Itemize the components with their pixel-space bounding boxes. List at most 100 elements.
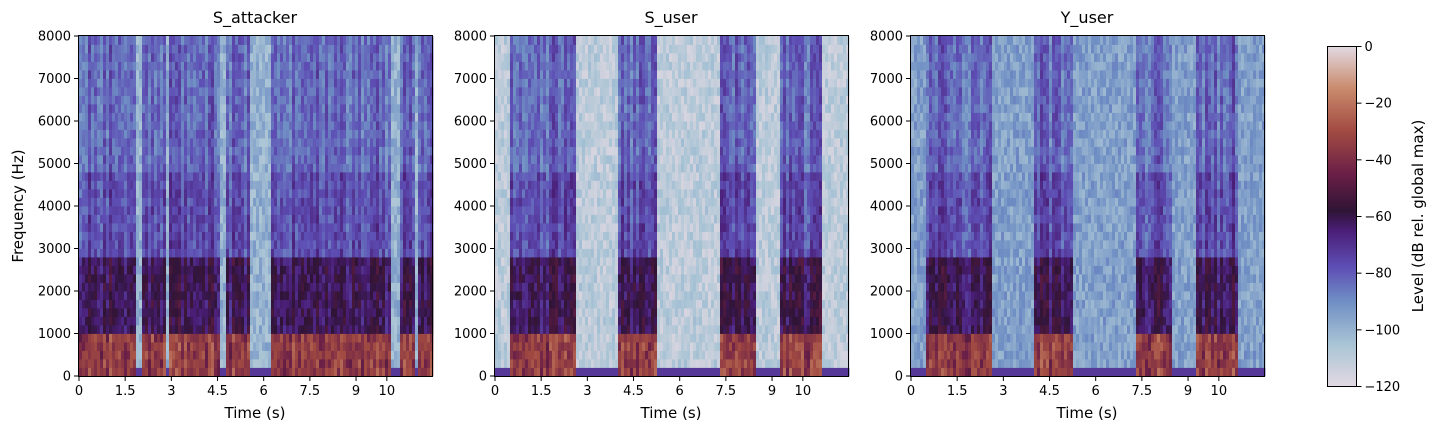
spectrogram-cell (418, 325, 422, 334)
spectrogram-cell (121, 231, 125, 241)
spectrogram-cell (202, 223, 206, 232)
spectrogram-cell (187, 342, 191, 351)
spectrogram-cell (373, 359, 377, 368)
spectrogram-cell (331, 240, 335, 249)
spectrogram-cell (97, 189, 101, 198)
spectrogram-cell (352, 121, 356, 130)
spectrogram-cell (262, 291, 266, 300)
spectrogram-cell (124, 257, 128, 266)
spectrogram-cell (214, 367, 218, 377)
spectrogram-cell (100, 172, 104, 181)
spectrogram-cell (112, 342, 116, 351)
spectrogram-cell (376, 197, 380, 207)
spectrogram-cell (322, 308, 326, 317)
spectrogram-cell (235, 95, 239, 105)
spectrogram-cell (103, 95, 107, 105)
spectrogram-cell (190, 44, 194, 54)
spectrogram-cell (283, 138, 287, 147)
spectrogram-cell (277, 240, 281, 249)
spectrogram-cell (163, 240, 167, 249)
spectrogram-cell (343, 180, 347, 190)
spectrogram-cell (181, 112, 185, 122)
spectrogram-cell (274, 95, 278, 105)
spectrogram-cell (382, 214, 386, 224)
spectrogram-cell (391, 274, 395, 283)
spectrogram-cell (406, 265, 410, 275)
spectrogram-cell (343, 44, 347, 54)
spectrogram-cell (229, 104, 233, 113)
spectrogram-cell (106, 155, 110, 164)
spectrogram-cell (286, 359, 290, 368)
spectrogram-cell (430, 87, 434, 96)
spectrogram-cell (316, 299, 320, 309)
spectrogram-cell (495, 155, 499, 164)
spectrogram-cell (418, 342, 422, 351)
spectrogram-cell (313, 342, 317, 351)
spectrogram-cell (319, 223, 323, 232)
spectrogram-cell (280, 112, 284, 122)
spectrogram-cell (358, 350, 362, 360)
spectrogram-cell (292, 240, 296, 249)
spectrogram-cell (112, 299, 116, 309)
spectrogram-cell (121, 172, 125, 181)
spectrogram-cell (238, 78, 242, 88)
spectrogram-cell (82, 138, 86, 147)
spectrogram-cell (427, 325, 431, 334)
spectrogram-cell (88, 299, 92, 309)
spectrogram-cell (307, 282, 311, 292)
spectrogram-cell (364, 257, 368, 266)
spectrogram-cell (400, 342, 404, 351)
spectrogram-cell (151, 70, 155, 79)
spectrogram-cell (259, 104, 263, 113)
spectrogram-cell (247, 282, 251, 292)
spectrogram-cell (346, 240, 350, 249)
spectrogram-cell (379, 44, 383, 54)
spectrogram-cell (379, 53, 383, 62)
spectrogram-cell (334, 274, 338, 283)
spectrogram-cell (223, 265, 227, 275)
spectrogram-cell (349, 95, 353, 105)
spectrogram-cell (388, 197, 392, 207)
panel-title: S_user (644, 8, 697, 28)
spectrogram-cell (501, 316, 505, 326)
spectrogram-cell (337, 299, 341, 309)
spectrogram-cell (319, 265, 323, 275)
spectrogram-cell (130, 61, 134, 71)
spectrogram-cell (412, 240, 416, 249)
spectrogram-cell (136, 129, 140, 139)
spectrogram-cell (145, 240, 149, 249)
spectrogram-cell (400, 206, 404, 215)
spectrogram-cell (178, 44, 182, 54)
spectrogram-cell (163, 282, 167, 292)
spectrogram-cell (358, 138, 362, 147)
spectrogram-cell (154, 172, 158, 181)
spectrogram-cell (373, 265, 377, 275)
spectrogram-cell (109, 53, 113, 62)
spectrogram-cell (421, 197, 425, 207)
spectrogram-cell (226, 214, 230, 224)
spectrogram-cell (142, 214, 146, 224)
spectrogram-cell (376, 78, 380, 88)
spectrogram-cell (340, 316, 344, 326)
spectrogram-cell (358, 206, 362, 215)
spectrogram-cell (331, 325, 335, 334)
spectrogram-cell (79, 138, 83, 147)
spectrogram-cell (346, 359, 350, 368)
spectrogram-cell (504, 308, 508, 317)
spectrogram-cell (157, 274, 161, 283)
spectrogram-cell (292, 223, 296, 232)
spectrogram-cell (214, 308, 218, 317)
spectrogram-cell (427, 189, 431, 198)
spectrogram-cell (388, 121, 392, 130)
spectrogram-cell (193, 214, 197, 224)
spectrogram-cell (349, 180, 353, 190)
spectrogram-cell (277, 308, 281, 317)
spectrogram-cell (409, 53, 413, 62)
spectrogram-cell (280, 350, 284, 360)
spectrogram-cell (421, 274, 425, 283)
spectrogram-cell (157, 53, 161, 62)
spectrogram-cell (292, 316, 296, 326)
spectrogram-cell (510, 121, 514, 130)
spectrogram-cell (394, 214, 398, 224)
spectrogram-cell (202, 87, 206, 96)
